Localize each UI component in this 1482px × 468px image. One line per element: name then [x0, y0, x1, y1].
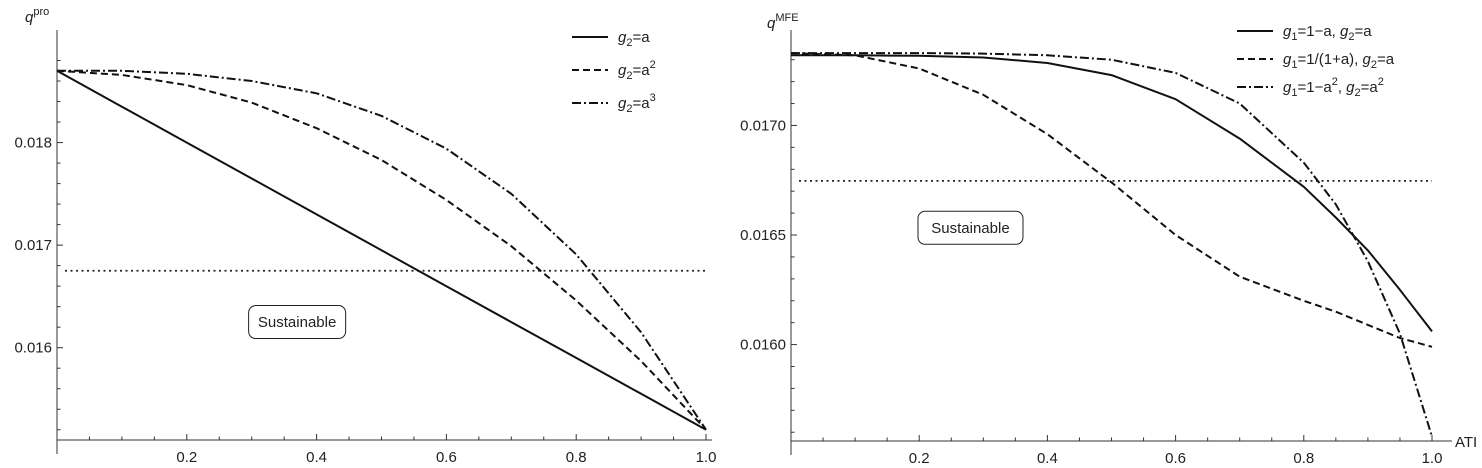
- sustainable-label-box: [917, 210, 1024, 245]
- sustainable-label-box: [248, 305, 347, 340]
- series-line-2: [56, 69, 707, 431]
- x-tick-label: 0.6: [1165, 450, 1186, 467]
- x-tick-label: 1.0: [696, 449, 717, 466]
- x-tick-label: 0.2: [176, 449, 197, 466]
- x-tick-label: 0.2: [909, 450, 930, 467]
- y-axis-title: qMFE: [767, 12, 799, 32]
- y-tick-label: 0.0160: [740, 337, 786, 354]
- x-tick-label: 0.8: [1293, 450, 1314, 467]
- y-tick-label: 0.016: [14, 340, 52, 357]
- y-axis-title: qpro: [25, 6, 49, 26]
- x-tick-label: 0.4: [1037, 450, 1058, 467]
- x-axis-title: ATI: [1455, 434, 1477, 451]
- legend-label-3: g2=a3: [618, 92, 656, 115]
- series-line-2: [790, 52, 1433, 348]
- series-line-3: [57, 69, 707, 431]
- sustainable-label: Sustainable: [258, 314, 336, 331]
- x-tick-label: 0.8: [566, 449, 587, 466]
- series-line-1: [56, 69, 707, 431]
- legend-label-2: g2=a2: [618, 59, 656, 82]
- y-tick-label: 0.018: [14, 135, 52, 152]
- x-tick-label: 0.4: [306, 449, 327, 466]
- legend-label-2: g1=1/(1+a), g2=a: [1283, 51, 1395, 71]
- y-tick-label: 0.0165: [740, 227, 786, 244]
- chart-panel-1: 0.2 0.4 0.6 0.8 1.0 0.016 0.017 0.018 qpro g2=a g2…: [14, 6, 716, 466]
- y-tick-label: 0.0170: [740, 117, 786, 134]
- y-tick-label: 0.017: [14, 237, 52, 254]
- series-line-3: [791, 52, 1433, 437]
- x-tick-label: 1.0: [1422, 450, 1443, 467]
- legend-label-1: g1=1−a, g2=a: [1283, 23, 1372, 43]
- series-line-1: [791, 54, 1433, 333]
- legend-label-1: g2=a: [618, 29, 650, 49]
- legend-label-3: g1=1−a2, g2=a2: [1283, 76, 1384, 99]
- chart-panel-2: 0.2 0.4 0.6 0.8 1.0 0.0160 0.0165 0.0170 qMFE ATI…: [740, 12, 1477, 467]
- sustainable-label: Sustainable: [931, 220, 1009, 237]
- x-tick-label: 0.6: [436, 449, 457, 466]
